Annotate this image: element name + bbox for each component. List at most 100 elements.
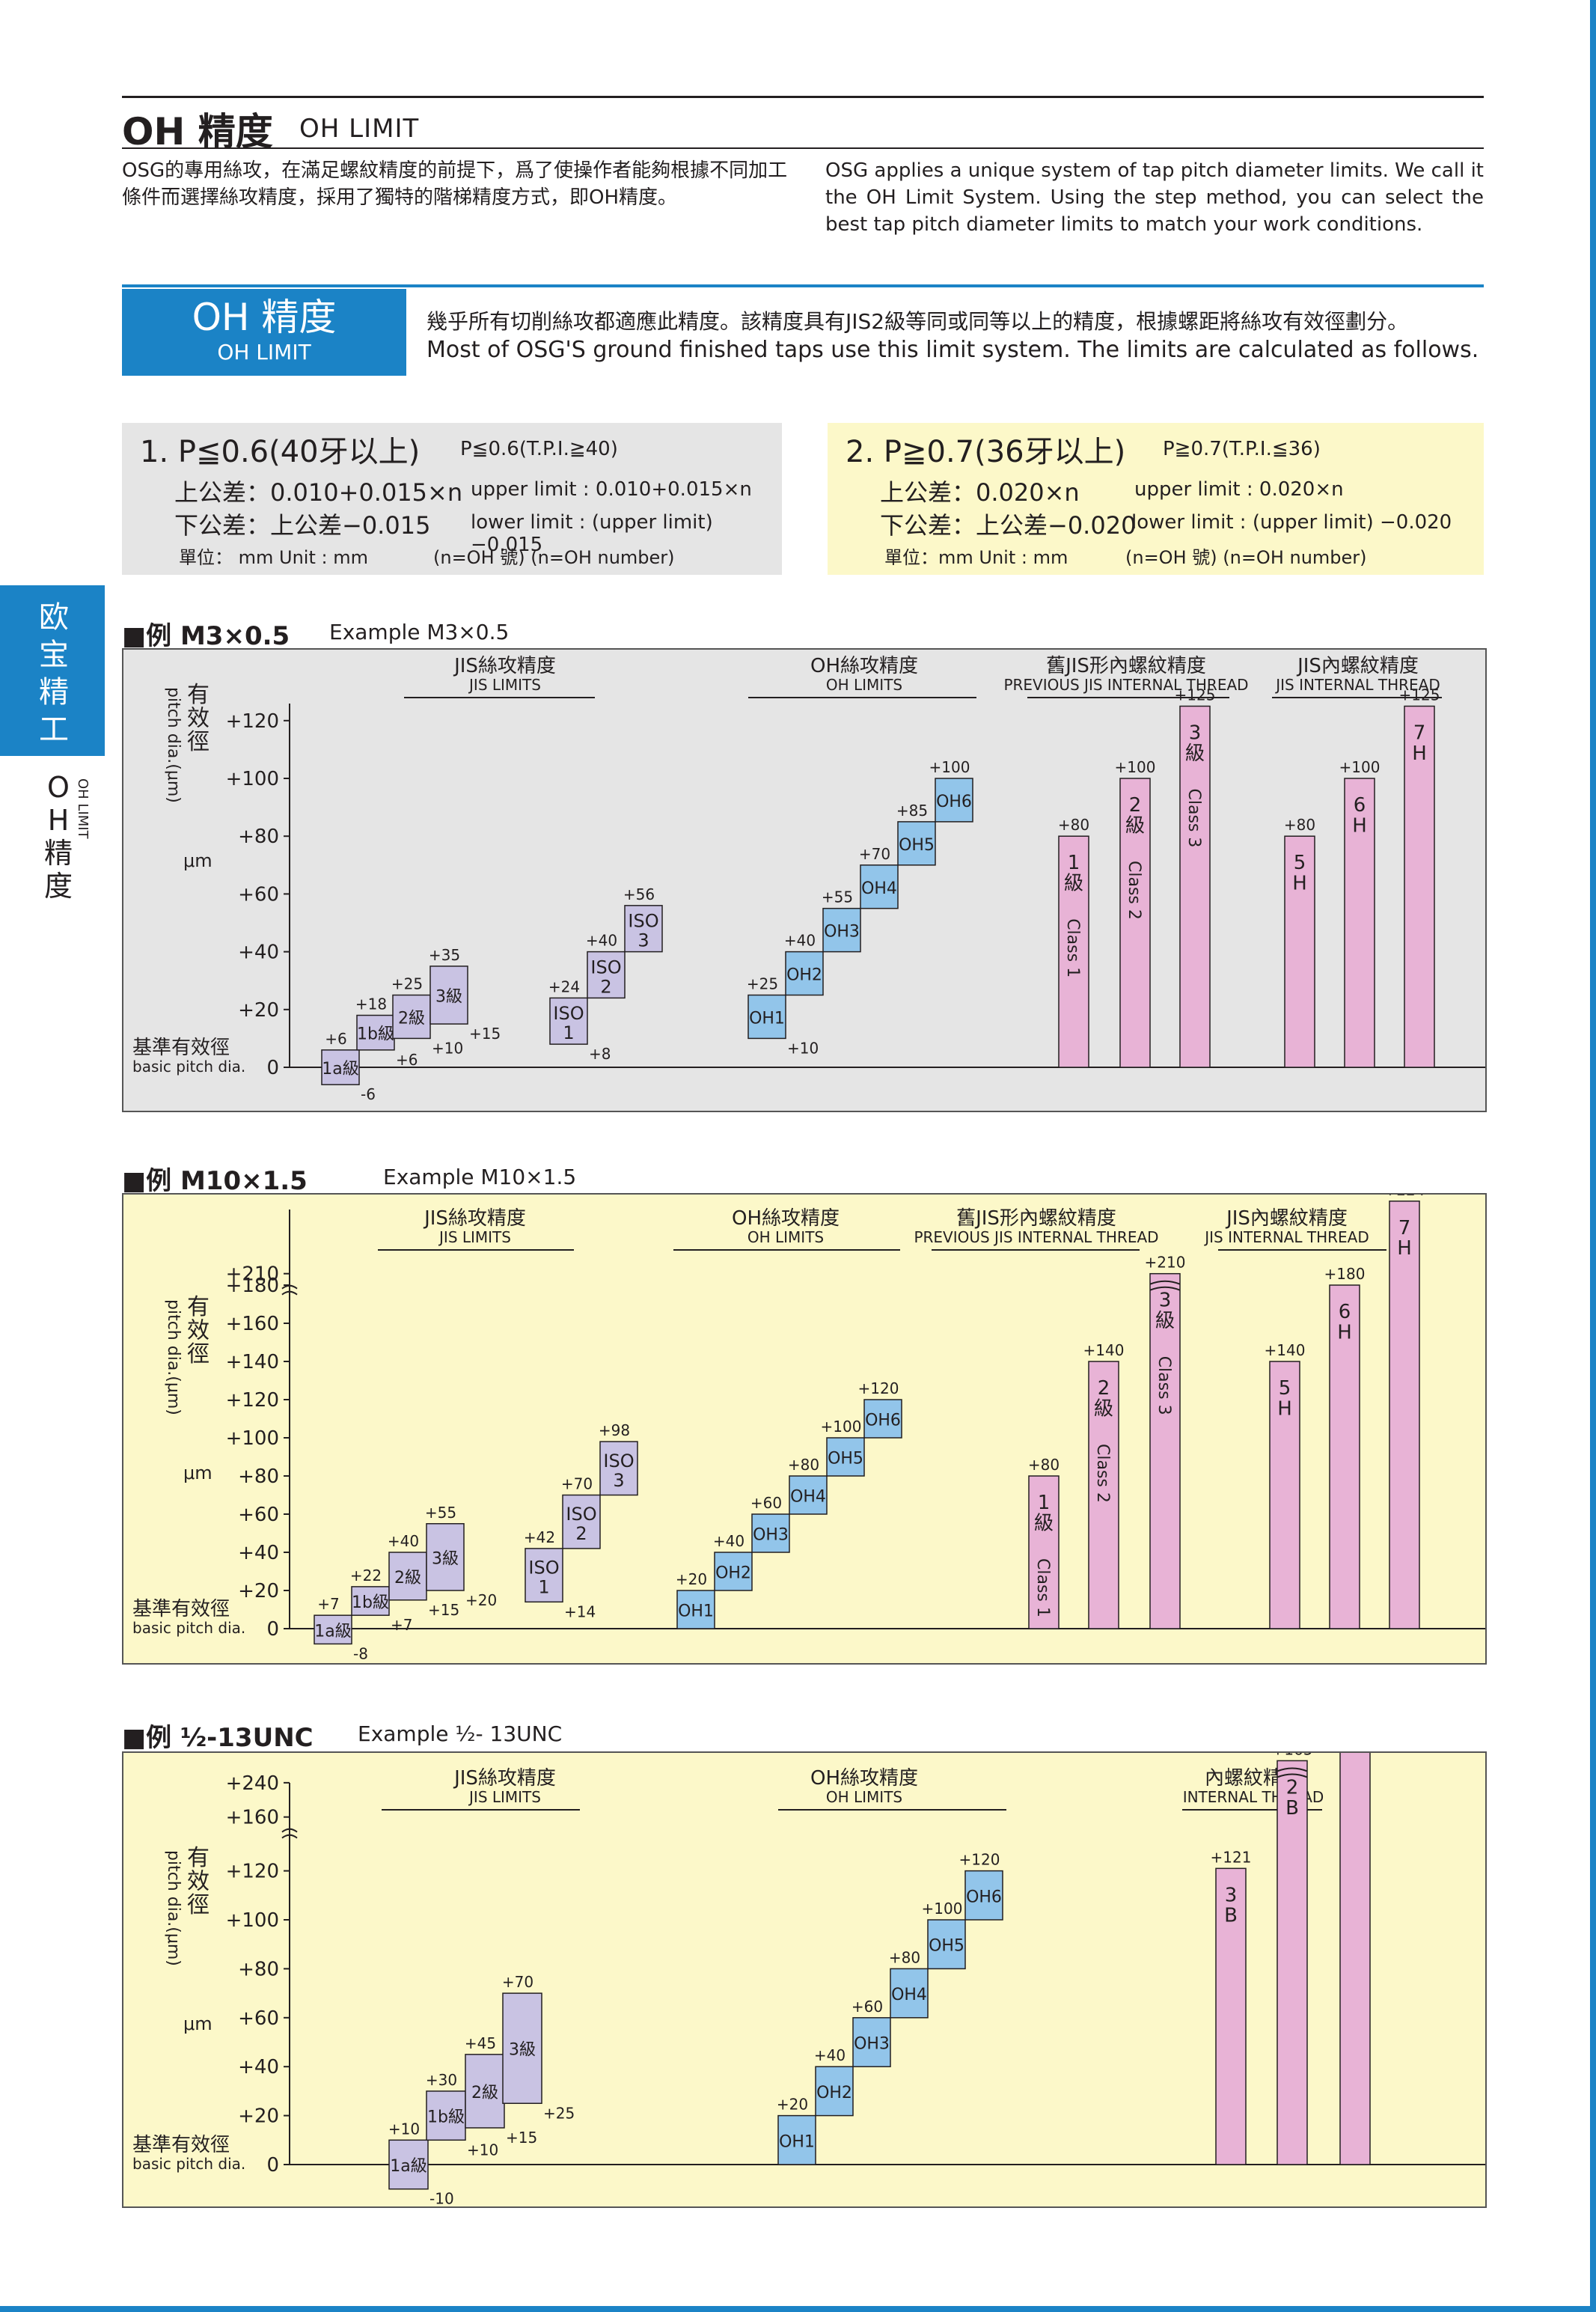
y-tick-label: +40 (238, 1542, 279, 1564)
y-tick-label: +210 (226, 1263, 279, 1286)
oh-box-label: OH3 (854, 2035, 890, 2054)
formula-2-upper-en: upper limit : 0.020×n (1134, 478, 1344, 501)
iso-box-label: 3 (638, 930, 649, 951)
chart-1-frame: 0 +20 +40 +60 +80 +100 +120 有效徑 pitch dia.(μm) μm… (122, 648, 1487, 1112)
internal-bar (1284, 835, 1315, 1068)
iso-box-label: ISO (628, 911, 658, 932)
iso-box (525, 1548, 563, 1603)
iso-box-label: ISO (553, 1003, 584, 1024)
oh-box-label: OH4 (861, 879, 897, 898)
y-tick-label: +100 (226, 1909, 279, 1932)
y-axis-unit: μm (183, 2013, 213, 2034)
oh-box (822, 907, 861, 953)
side-section-label-en: OH LIMIT (75, 778, 91, 839)
oh-upper-label: +55 (822, 888, 853, 906)
oh-upper-label: +40 (814, 2046, 846, 2064)
jis-box (426, 2090, 466, 2141)
oh-box (897, 821, 936, 866)
side-tab (0, 585, 105, 756)
oh-box (785, 951, 824, 996)
jis-lower-label: -8 (353, 1644, 368, 1662)
prev-bar (1028, 1475, 1060, 1629)
prev-bar-value: +80 (1058, 816, 1089, 834)
group-heading-en: JIS LIMITS (468, 1788, 541, 1806)
internal-bar (1404, 705, 1435, 1068)
internal-bar (1339, 1561, 1371, 2165)
iso-box-label: ISO (566, 1504, 596, 1525)
chart-2-frame: 0+20+40+60+80+100+120+140+160+180+210+23… (122, 1175, 1487, 1665)
iso-box-label: 3 (613, 1470, 624, 1491)
jis-box (392, 994, 431, 1040)
group-heading-en: JIS LIMITS (468, 676, 541, 694)
oh-box (826, 1437, 865, 1477)
oh-box-label: OH6 (966, 1888, 1002, 1906)
oh-box-label: OH4 (891, 1986, 927, 2004)
oh-box (863, 1399, 902, 1439)
oh-box-label: OH3 (753, 1526, 789, 1545)
jis-lower-label: -10 (429, 2190, 454, 2206)
example-2-label-en: Example M10×1.5 (383, 1165, 577, 1189)
jis-lower-label: +20 (465, 1591, 497, 1609)
y-tick-label: 0 (266, 1057, 279, 1079)
formula-2-note: (n=OH 號) (n=OH number) (1125, 547, 1367, 568)
jis-box-label: 3級 (432, 1549, 459, 1568)
internal-bar (1277, 1760, 1308, 2165)
jis-lower-label: +10 (467, 2141, 498, 2159)
oh-box-label: OH3 (824, 923, 860, 942)
oh-upper-label: +20 (777, 2096, 808, 2114)
y-tick-label: +60 (238, 883, 279, 906)
band-text-zh: 幾乎所有切削絲攻都適應此精度。該精度具有JIS2級等同或同等以上的精度，根據螺距… (426, 309, 1409, 334)
formula-2-upper: 上公差：0.020×n (880, 478, 1080, 507)
y-tick-label: 0 (266, 1618, 279, 1641)
oh-upper-label: +20 (676, 1570, 707, 1588)
y-tick-label: +120 (226, 710, 279, 733)
jis-upper-label: +30 (426, 2071, 457, 2089)
iso-upper-label: +24 (548, 977, 580, 995)
jis-box-label: 1a級 (314, 1622, 351, 1641)
page-title-en: OH LIMIT (299, 114, 420, 144)
jis-box (351, 1586, 390, 1616)
formula-2-lower-en: lower limit : (upper limit) −0.020 (1131, 511, 1452, 534)
group-heading-zh: JIS內螺紋精度 (1296, 655, 1419, 677)
oh-box-label: OH5 (929, 1937, 964, 1956)
oh-box-label: OH2 (816, 2084, 852, 2102)
group-heading-en: OH LIMITS (826, 1788, 902, 1806)
oh-upper-label: +25 (747, 975, 778, 993)
jis-upper-label: +7 (317, 1595, 339, 1613)
group-heading-en: PREVIOUS JIS INTERNAL THREAD (914, 1228, 1158, 1246)
side-tab-brand: 欧宝精工 (39, 600, 69, 747)
bottom-frame-bar (0, 2306, 1596, 2312)
jis-upper-label: +70 (502, 1973, 533, 1991)
jis-box (388, 1552, 427, 1601)
oh-upper-label: +100 (929, 758, 970, 776)
prev-bar-value: +80 (1028, 1456, 1060, 1474)
basic-pitch-label-en: basic pitch dia. (132, 1058, 245, 1076)
prev-bar (1149, 1272, 1181, 1629)
internal-bar (1344, 778, 1375, 1068)
jis-box-label: 1b級 (357, 1025, 394, 1044)
jis-lower-label: +10 (432, 1039, 463, 1057)
group-heading-zh: OH絲攻精度 (810, 1767, 918, 1790)
internal-bar (1389, 1201, 1420, 1629)
oh-box-label: OH1 (678, 1602, 714, 1621)
y-tick-label: +100 (226, 1427, 279, 1450)
y-tick-label: +120 (226, 1389, 279, 1412)
y-tick-label: +20 (238, 2105, 279, 2128)
oh-box (860, 864, 899, 909)
formula-2-unit: 單位：mm Unit : mm (884, 547, 1068, 568)
internal-bar-value: +125 (1399, 686, 1440, 704)
y-axis-label-zh: 有效徑 (187, 1845, 210, 1918)
jis-lower-label: +15 (506, 2129, 537, 2147)
formula-1-lower-en: lower limit : (upper limit) −0.015 (471, 511, 713, 556)
example-1-label-en: Example M3×0.5 (329, 620, 510, 644)
internal-bar-value: +100 (1339, 758, 1381, 776)
jis-lower-label: -6 (361, 1085, 376, 1103)
chart-2: 0+20+40+60+80+100+120+140+160+180+210+23… (132, 1175, 1485, 1662)
iso-lower-label: +8 (589, 1045, 611, 1063)
basic-pitch-label-zh: 基準有效徑 (132, 2134, 230, 2156)
internal-bar-value: +121 (1211, 1848, 1252, 1866)
